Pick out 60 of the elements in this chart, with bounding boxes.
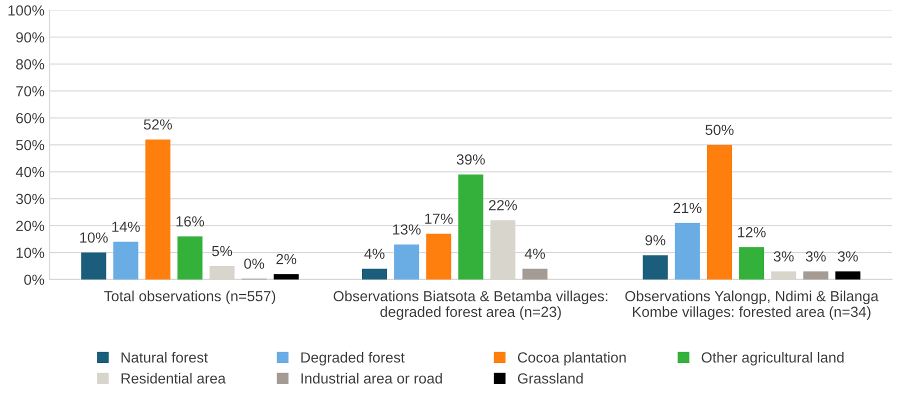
bar	[362, 268, 388, 280]
bar	[803, 271, 828, 280]
y-tick-label: 90%	[16, 32, 44, 43]
legend-label: Degraded forest	[301, 352, 405, 366]
y-tick-label: 50%	[16, 140, 44, 150]
data-label: 14%	[112, 222, 140, 232]
data-label: 3%	[838, 251, 858, 262]
data-label: 4%	[524, 248, 545, 259]
data-label: 13%	[393, 224, 421, 235]
legend-label: Industrial area or road	[302, 372, 442, 384]
data-label: 5%	[212, 246, 232, 256]
data-label: 10%	[80, 232, 108, 243]
bar	[739, 247, 764, 280]
data-label: 21%	[674, 202, 702, 214]
bar	[177, 236, 202, 280]
bar	[274, 274, 299, 280]
bar	[145, 139, 170, 280]
data-label: 3%	[774, 251, 794, 262]
legend-label: Natural forest	[122, 352, 208, 363]
bar	[835, 271, 860, 280]
data-label: 4%	[364, 248, 385, 259]
bar	[113, 242, 138, 280]
x-tick-label: Observations Biatsota & Betamba villages: degraded forest area (n=23)	[334, 290, 608, 320]
legend-label: Residential area	[122, 372, 226, 384]
bar	[210, 266, 235, 280]
y-tick-label: 80%	[16, 59, 44, 70]
bar	[394, 244, 420, 280]
data-label: 50%	[705, 124, 734, 136]
data-label: 39%	[456, 154, 485, 165]
data-label: 2%	[276, 254, 296, 264]
y-tick-label: 0%	[24, 274, 44, 285]
data-label: 52%	[144, 119, 172, 130]
data-label: 12%	[738, 227, 766, 238]
legend-label: Cocoa plantation	[518, 352, 626, 366]
y-tick-label: 30%	[16, 194, 44, 204]
x-tick-label: Total observations (n=557)	[104, 290, 276, 304]
bar	[81, 252, 106, 280]
bar	[674, 222, 700, 280]
y-tick-label: 70%	[16, 86, 44, 96]
bar	[522, 268, 548, 280]
data-label: 17%	[425, 214, 453, 224]
bar	[426, 234, 452, 280]
legend-label: Grassland	[518, 372, 583, 384]
y-tick-label: 20%	[16, 220, 44, 232]
bar	[706, 144, 732, 280]
data-label: 3%	[806, 251, 826, 262]
y-tick-label: 40%	[16, 166, 44, 178]
bar	[458, 174, 484, 280]
data-label: 22%	[489, 200, 517, 210]
bar	[490, 220, 516, 280]
legend-label: Other agricultural land	[702, 352, 844, 366]
bar	[771, 271, 796, 280]
y-tick-label: 60%	[16, 113, 44, 124]
y-tick-label: 100%	[8, 5, 44, 16]
y-tick-label: 10%	[16, 248, 44, 258]
data-label: 16%	[176, 216, 204, 227]
bar	[642, 255, 668, 280]
data-label: 9%	[645, 235, 666, 246]
data-label: 0%	[244, 258, 264, 269]
x-tick-label: Observations Yalongp, Ndimi & Bilanga Kombe villages: forested area (n=34)	[625, 290, 879, 320]
